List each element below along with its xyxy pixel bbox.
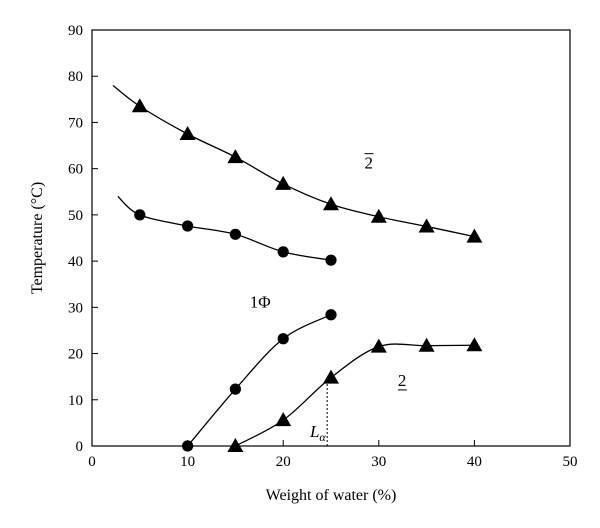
triangle-marker	[323, 196, 339, 211]
y-tick-label: 50	[68, 208, 83, 224]
x-tick-label: 20	[276, 454, 291, 470]
annotation-4: Lα	[309, 422, 326, 444]
x-axis-title: Weight of water (%)	[266, 487, 397, 504]
circle-marker	[277, 246, 289, 258]
triangle-marker	[418, 218, 435, 233]
series-2-curve	[117, 195, 332, 261]
y-tick-label: 90	[68, 23, 83, 39]
triangle-marker	[466, 228, 483, 243]
y-tick-label: 40	[68, 254, 83, 270]
triangle-marker	[370, 338, 387, 353]
annotation-1: 2	[364, 154, 373, 173]
y-tick-label: 20	[68, 347, 83, 363]
annotation-2: 1Φ	[250, 292, 271, 311]
series-4-curve	[235, 343, 475, 447]
circle-marker	[229, 383, 241, 395]
triangle-marker	[179, 126, 196, 140]
triangle-marker	[323, 369, 339, 384]
triangle-marker	[227, 149, 244, 164]
y-tick-label: 60	[68, 162, 83, 178]
triangle-marker	[275, 175, 292, 190]
y-axis-title: Temperature (°C)	[29, 182, 46, 294]
annotations: 2 1Φ 2 Lα	[250, 153, 407, 446]
triangle-marker	[227, 438, 244, 452]
circle-marker	[277, 333, 289, 345]
circle-marker	[229, 228, 241, 240]
y-tick-label: 70	[68, 115, 83, 131]
x-tick-label: 10	[180, 454, 195, 470]
y-tick-label: 10	[68, 393, 83, 409]
triangle-marker	[275, 412, 292, 427]
triangle-marker	[466, 337, 483, 352]
circle-marker	[182, 220, 194, 232]
series-3-curve	[187, 314, 332, 447]
y-tick-label: 0	[76, 439, 84, 455]
y-tick-label: 30	[68, 300, 83, 316]
circle-marker	[134, 209, 146, 221]
x-tick-label: 40	[467, 454, 482, 470]
circle-marker	[325, 254, 337, 266]
triangle-marker	[131, 98, 148, 113]
circle-marker	[182, 440, 194, 452]
x-tick-label: 0	[88, 454, 96, 470]
axis-ticks: 0 10 20 30 40 50 0 10 20 30 40 50 60 70 80 90	[68, 23, 578, 470]
x-tick-label: 30	[371, 454, 386, 470]
series-1-curve	[112, 84, 475, 238]
triangle-marker	[370, 208, 387, 223]
series-markers	[131, 98, 483, 452]
y-tick-label: 80	[68, 69, 83, 85]
series-curves	[112, 84, 475, 447]
x-tick-label: 50	[563, 454, 578, 470]
circle-marker	[325, 309, 337, 321]
annotation-3: 2	[398, 371, 407, 390]
plot-frame	[91, 29, 571, 447]
triangle-marker	[418, 337, 435, 352]
